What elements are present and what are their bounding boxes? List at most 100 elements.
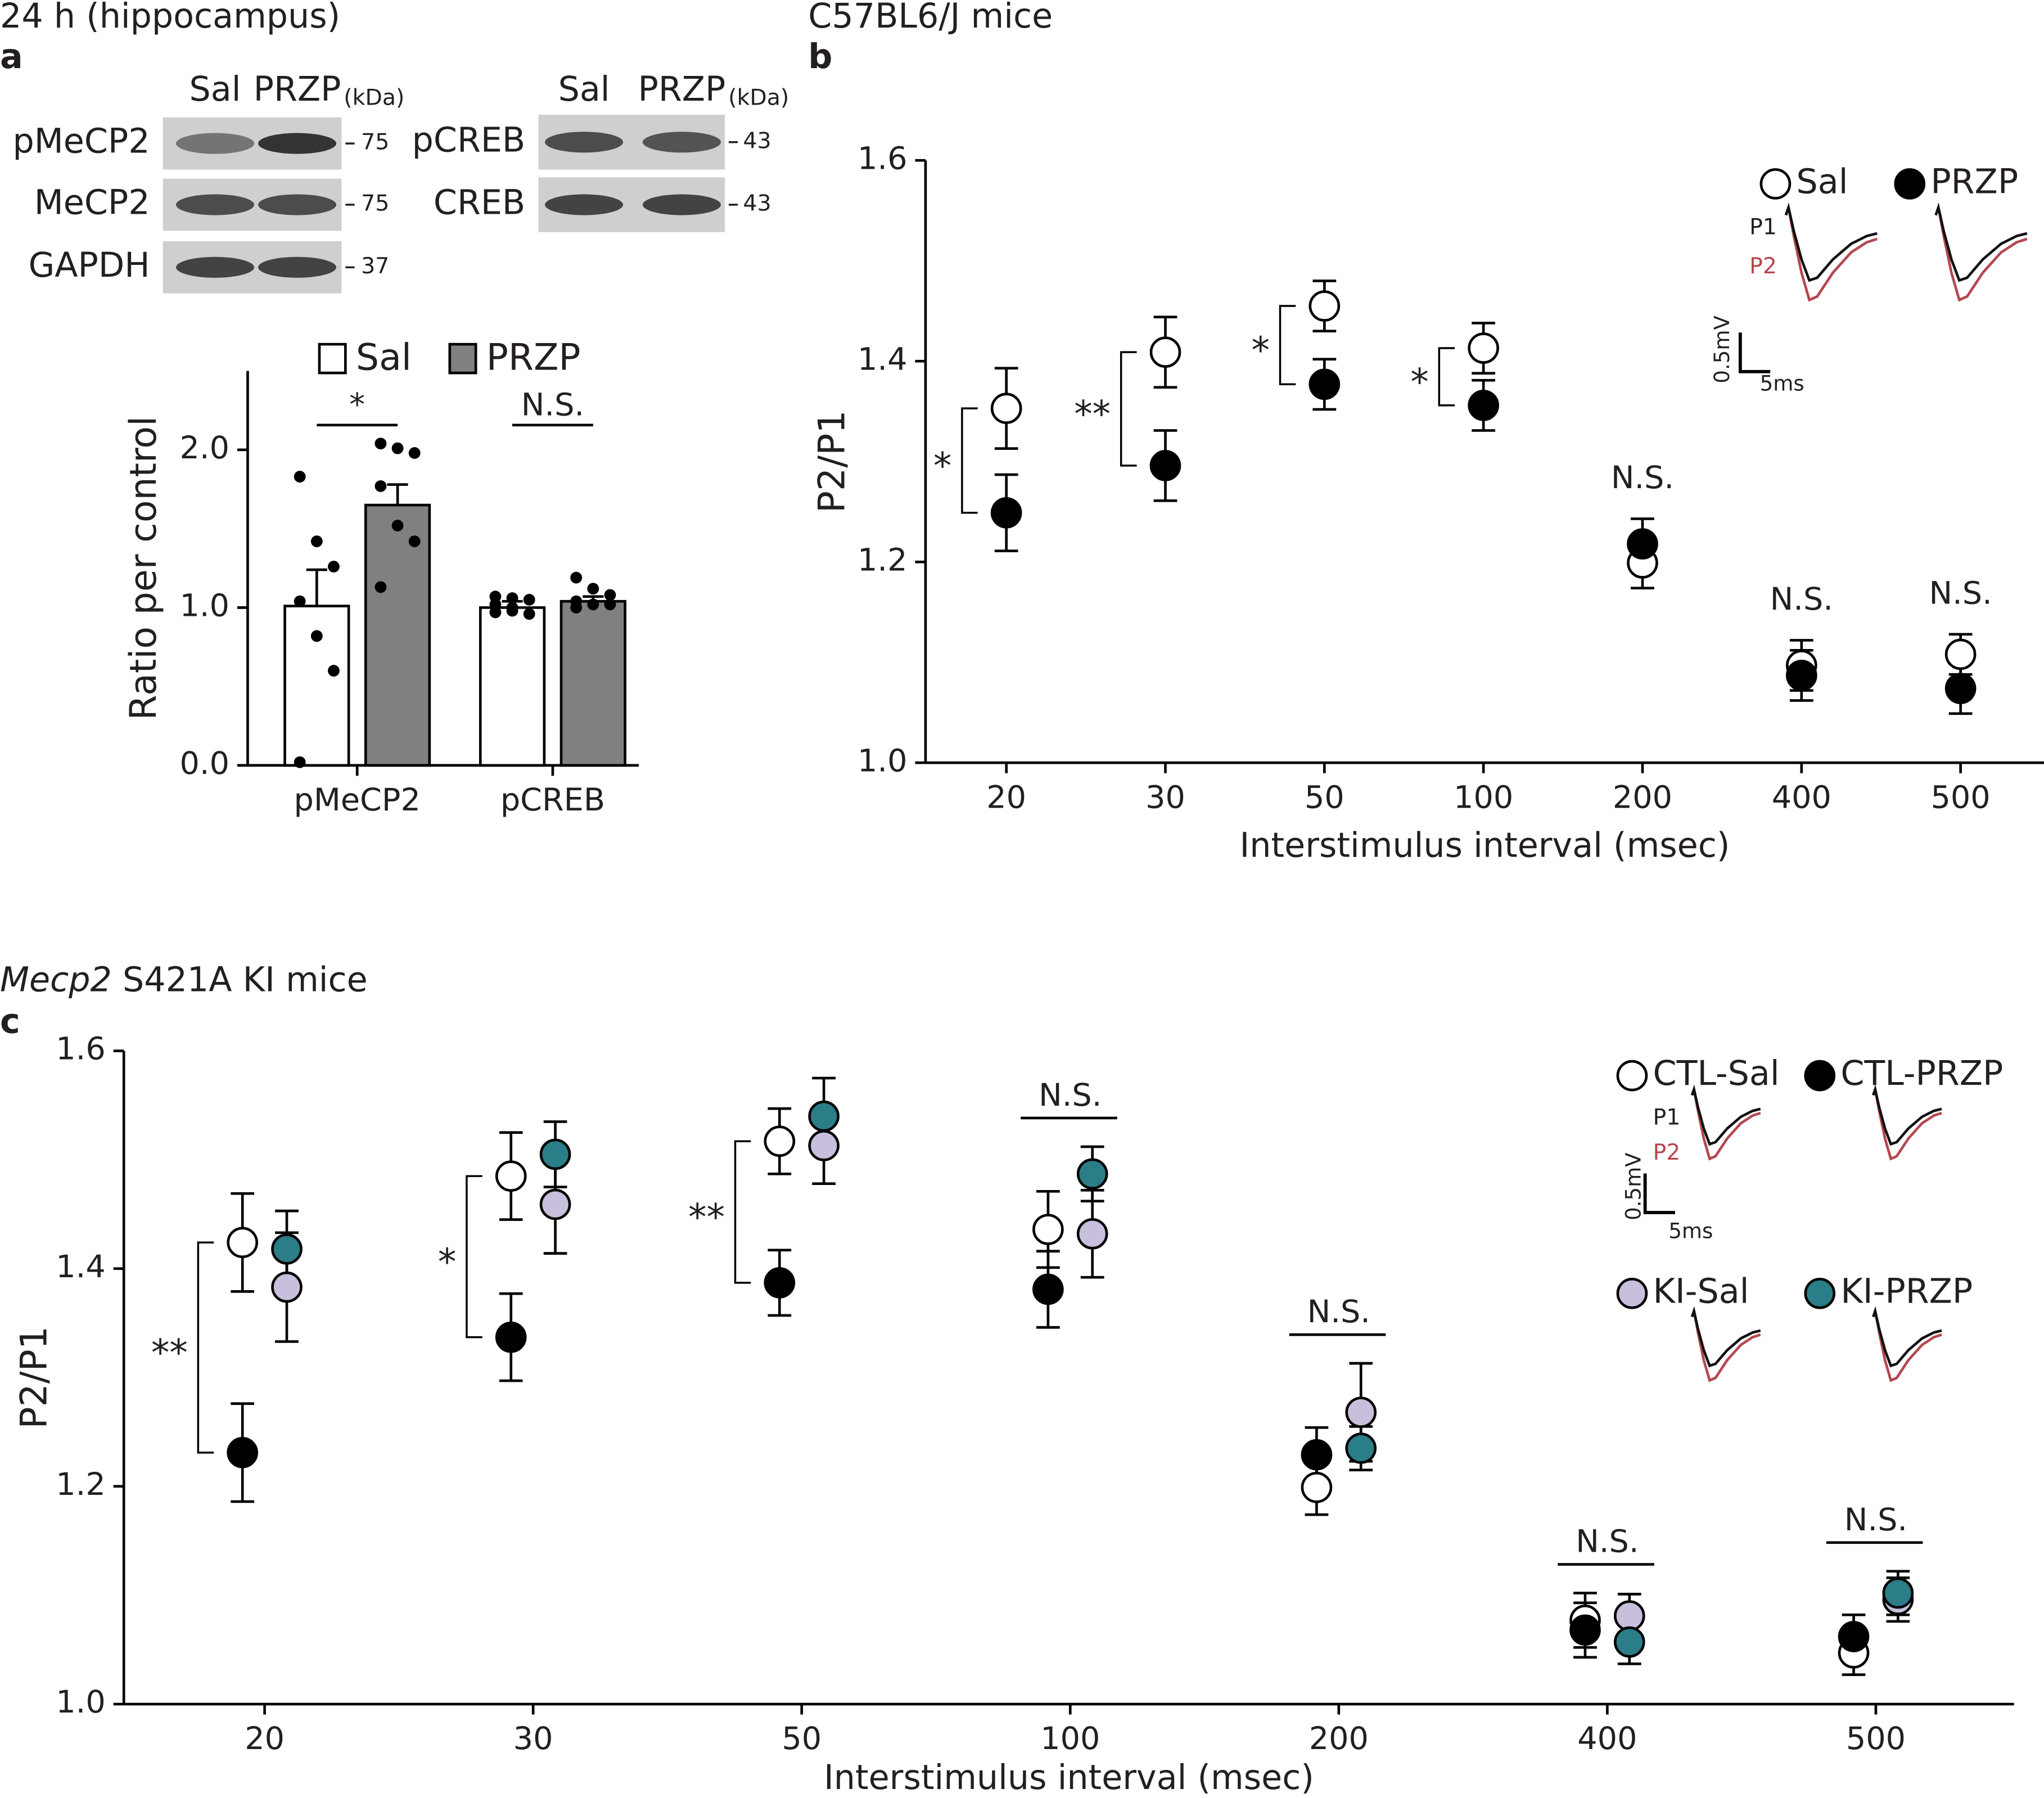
significance-label: N.S. — [1844, 1502, 1907, 1538]
significance-label: N.S. — [1307, 1294, 1370, 1330]
y-axis-label: P2/P1 — [13, 1326, 55, 1429]
protein-label: pCREB — [412, 120, 526, 160]
y-tick-label: 1.2 — [858, 542, 907, 578]
blot-band — [258, 256, 337, 278]
x-axis-label: Interstimulus interval (msec) — [1240, 826, 1730, 866]
data-point — [1785, 660, 1817, 691]
legend-label: PRZP — [1930, 163, 2018, 202]
x-tick-label: 200 — [1309, 1720, 1369, 1757]
y-tick-label: 1.2 — [56, 1466, 105, 1503]
x-axis-label: Interstimulus interval (msec) — [824, 1758, 1314, 1797]
data-point — [374, 480, 387, 492]
x-tick-label: 400 — [1577, 1720, 1637, 1757]
y-tick-label: 1.6 — [56, 1031, 105, 1067]
data-point — [570, 571, 583, 584]
data-point — [539, 1188, 571, 1220]
data-point — [1032, 1214, 1064, 1245]
data-point — [587, 598, 599, 611]
unit-label: (kDa) — [728, 85, 789, 111]
scale-label: 0.5mV — [1622, 1152, 1646, 1220]
data-point — [990, 393, 1022, 424]
inset-label: P2 — [1653, 1139, 1681, 1165]
data-point — [764, 1267, 796, 1299]
data-point — [1308, 368, 1341, 400]
legend-marker — [1616, 1060, 1648, 1092]
x-tick-label: 100 — [1454, 779, 1513, 815]
scale-label: 5ms — [1760, 371, 1804, 395]
lane-label: Sal — [189, 70, 241, 109]
data-point — [374, 581, 387, 593]
legend-marker — [1616, 1277, 1648, 1309]
data-point — [1627, 528, 1658, 560]
legend-label: CTL-PRZP — [1840, 1054, 2003, 1093]
significance-label: * — [933, 445, 951, 487]
panel-letter: c — [0, 1002, 20, 1041]
blot-band — [642, 132, 721, 153]
panel-b-title: C57BL6/J mice — [808, 0, 1053, 36]
data-point — [506, 601, 518, 614]
significance-label: * — [349, 386, 365, 423]
data-point — [808, 1100, 840, 1132]
data-point — [1301, 1471, 1333, 1503]
blot-band — [175, 133, 255, 154]
data-point — [808, 1130, 840, 1161]
y-axis-label: Ratio per control — [123, 416, 165, 720]
data-point — [374, 438, 387, 450]
scale-bar — [1738, 332, 1771, 373]
data-point — [227, 1437, 259, 1468]
scale-label: 0.5mV — [1710, 316, 1734, 384]
data-point — [1882, 1577, 1914, 1609]
data-point — [328, 561, 340, 573]
data-point — [1345, 1432, 1377, 1464]
title-italic: Mecp2 — [0, 960, 112, 999]
data-point — [764, 1125, 796, 1157]
lane-label: Sal — [558, 70, 610, 109]
data-point — [1149, 336, 1181, 368]
significance-bracket — [1120, 351, 1137, 467]
legend-swatch — [448, 343, 477, 375]
bar — [479, 606, 546, 767]
data-point — [328, 665, 340, 677]
inset-label: P2 — [1749, 253, 1777, 279]
legend-label: KI-PRZP — [1840, 1272, 1973, 1311]
legend-marker — [1804, 1060, 1836, 1092]
significance-label: N.S. — [1039, 1077, 1102, 1114]
significance-label: N.S. — [1929, 575, 1992, 611]
blot-band — [545, 194, 624, 215]
data-point — [1301, 1439, 1333, 1471]
y-tick-label: 2.0 — [180, 430, 229, 466]
x-tick-label: 30 — [1145, 779, 1185, 815]
inset-label: P1 — [1653, 1105, 1681, 1130]
significance-bracket — [734, 1140, 751, 1284]
trace — [1872, 1306, 1942, 1368]
blot-band — [258, 133, 337, 154]
x-tick-label: 20 — [986, 779, 1026, 815]
significance-label: ** — [151, 1332, 188, 1375]
data-point — [523, 608, 535, 620]
data-point — [294, 756, 306, 768]
data-point — [1308, 290, 1341, 322]
title-rest: S421A KI mice — [123, 960, 368, 999]
legend-label: CTL-Sal — [1653, 1054, 1780, 1093]
significance-bracket — [1279, 305, 1296, 386]
panel-letter: b — [808, 37, 832, 76]
scale-bar — [1643, 1173, 1675, 1214]
data-point — [310, 535, 323, 547]
y-tick-label: 1.6 — [858, 140, 907, 177]
x-tick-label: 50 — [1305, 779, 1344, 815]
data-point — [271, 1233, 303, 1265]
trace — [1934, 202, 2028, 282]
data-point — [506, 592, 518, 604]
lane-label: PRZP — [638, 70, 726, 109]
data-point — [604, 589, 616, 601]
significance-bracket — [961, 407, 978, 514]
significance-label: N.S. — [1770, 581, 1833, 618]
data-point — [408, 447, 421, 459]
y-tick-label: 1.0 — [56, 1684, 105, 1720]
x-tick-label: 100 — [1040, 1720, 1100, 1757]
data-point — [1569, 1614, 1601, 1646]
significance-label: N.S. — [1576, 1524, 1639, 1560]
bar — [364, 503, 431, 767]
blot-band — [545, 132, 624, 153]
significance-label: * — [438, 1241, 456, 1283]
